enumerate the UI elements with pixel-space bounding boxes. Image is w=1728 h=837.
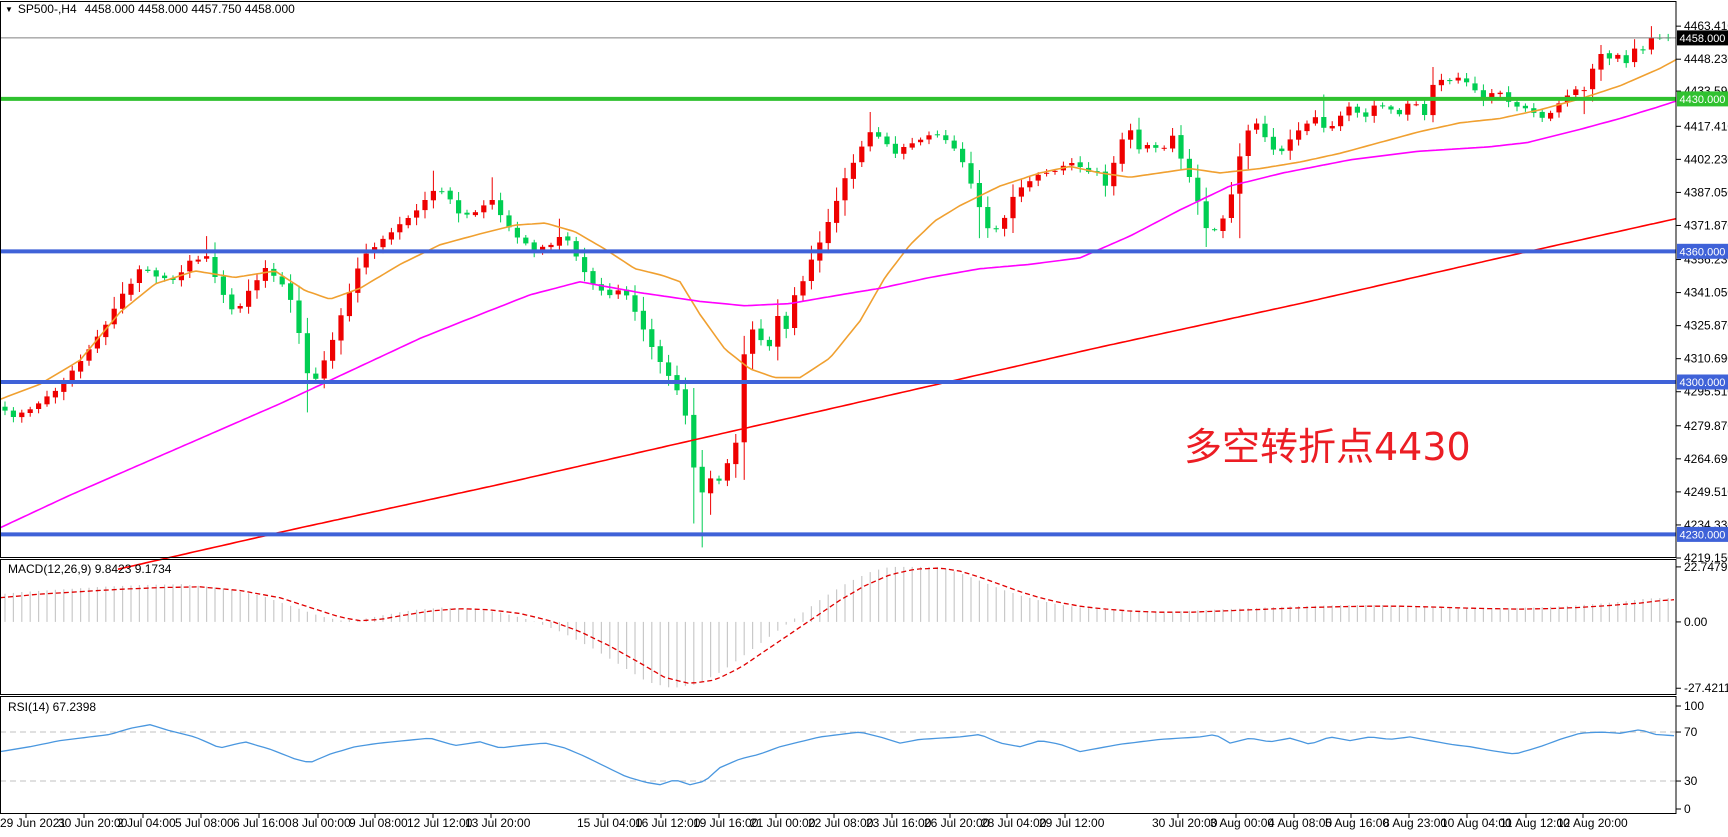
svg-text:16 Jul 12:00: 16 Jul 12:00 [635, 816, 701, 830]
svg-text:22.7479: 22.7479 [1684, 560, 1728, 574]
svg-text:100: 100 [1684, 699, 1704, 713]
svg-text:22 Jul 08:00: 22 Jul 08:00 [808, 816, 874, 830]
svg-text:4448.230: 4448.230 [1684, 52, 1728, 66]
svg-text:-27.4211: -27.4211 [1684, 681, 1728, 695]
svg-text:29 Jun 2021: 29 Jun 2021 [0, 816, 66, 830]
svg-text:8 Jul 00:00: 8 Jul 00:00 [292, 816, 351, 830]
panel-borders [0, 1, 1677, 814]
ohlc-quote-label: 4458.000 4458.000 4457.750 4458.000 [84, 2, 295, 16]
svg-text:13 Jul 20:00: 13 Jul 20:00 [465, 816, 531, 830]
ma-slow-red-line [117, 217, 1677, 570]
svg-text:4249.510: 4249.510 [1684, 485, 1728, 499]
svg-text:70: 70 [1684, 725, 1698, 739]
macd-histogram [4, 566, 1669, 688]
svg-text:21 Jul 00:00: 21 Jul 00:00 [750, 816, 816, 830]
price-axis: 4463.4104448.2304433.5904417.4104402.230… [1676, 19, 1728, 816]
svg-text:12 Aug 20:00: 12 Aug 20:00 [1557, 816, 1628, 830]
svg-text:4219.150: 4219.150 [1684, 551, 1728, 565]
svg-text:4325.870: 4325.870 [1684, 319, 1728, 333]
svg-text:4387.050: 4387.050 [1684, 185, 1728, 199]
svg-text:4360.000: 4360.000 [1680, 246, 1726, 258]
symbol-period-label: SP500-,H4 [17, 2, 77, 16]
candlestick-series [2, 26, 1671, 548]
svg-text:0: 0 [1684, 802, 1691, 816]
svg-text:4310.690: 4310.690 [1684, 352, 1728, 366]
svg-text:0.00: 0.00 [1684, 615, 1708, 629]
svg-text:4417.410: 4417.410 [1684, 119, 1728, 133]
svg-text:30: 30 [1684, 774, 1698, 788]
svg-text:4341.050: 4341.050 [1684, 286, 1728, 300]
svg-text:12 Jul 12:00: 12 Jul 12:00 [407, 816, 473, 830]
svg-text:19 Jul 16:00: 19 Jul 16:00 [693, 816, 759, 830]
svg-text:4264.690: 4264.690 [1684, 452, 1728, 466]
svg-text:23 Jul 16:00: 23 Jul 16:00 [866, 816, 932, 830]
svg-text:28 Jul 04:00: 28 Jul 04:00 [981, 816, 1047, 830]
price-badges: 4430.000 4360.000 4300.000 4230.000 4458.000 [1677, 30, 1728, 542]
svg-text:26 Jul 20:00: 26 Jul 20:00 [924, 816, 990, 830]
macd-indicator-label: MACD(12,26,9) 9.8423 9.1734 [8, 562, 172, 576]
svg-text:10 Aug 04:00: 10 Aug 04:00 [1441, 816, 1512, 830]
svg-text:4230.000: 4230.000 [1680, 529, 1726, 541]
svg-text:8 Aug 23:00: 8 Aug 23:00 [1383, 816, 1447, 830]
macd-signal-line [0, 567, 1675, 684]
rsi-line [0, 724, 1675, 786]
svg-text:5 Aug 16:00: 5 Aug 16:00 [1325, 816, 1389, 830]
svg-text:4279.870: 4279.870 [1684, 419, 1728, 433]
svg-text:4402.230: 4402.230 [1684, 152, 1728, 166]
svg-text:4 Aug 08:00: 4 Aug 08:00 [1268, 816, 1332, 830]
svg-text:9 Jul 08:00: 9 Jul 08:00 [349, 816, 408, 830]
svg-text:4463.410: 4463.410 [1684, 19, 1728, 33]
ma-medium-magenta-line [0, 100, 1677, 529]
rsi-indicator-label: RSI(14) 67.2398 [8, 700, 97, 714]
symbol-dropdown-icon[interactable]: ▼ [5, 5, 13, 14]
svg-text:3 Aug 00:00: 3 Aug 00:00 [1210, 816, 1274, 830]
svg-text:15 Jul 04:00: 15 Jul 04:00 [577, 816, 643, 830]
svg-text:30 Jun 20:00: 30 Jun 20:00 [58, 816, 128, 830]
horizontal-level-lines [0, 37, 1676, 537]
svg-text:2 Jul 04:00: 2 Jul 04:00 [117, 816, 176, 830]
svg-text:4371.870: 4371.870 [1684, 218, 1728, 232]
svg-text:4458.000: 4458.000 [1680, 33, 1726, 45]
turning-point-annotation: 多空转折点4430 [1184, 425, 1471, 469]
svg-text:11 Aug 12:00: 11 Aug 12:00 [1500, 816, 1570, 830]
svg-text:30 Jul 20:00: 30 Jul 20:00 [1152, 816, 1218, 830]
svg-text:4430.000: 4430.000 [1680, 94, 1726, 106]
svg-text:29 Jul 12:00: 29 Jul 12:00 [1039, 816, 1105, 830]
svg-text:6 Jul 16:00: 6 Jul 16:00 [233, 816, 292, 830]
svg-text:5 Jul 08:00: 5 Jul 08:00 [175, 816, 234, 830]
svg-text:4300.000: 4300.000 [1680, 377, 1726, 389]
ma-fast-orange-line [0, 58, 1677, 401]
chart-title: ▼ SP500-,H4 4458.000 4458.000 4457.750 445… [5, 2, 295, 16]
